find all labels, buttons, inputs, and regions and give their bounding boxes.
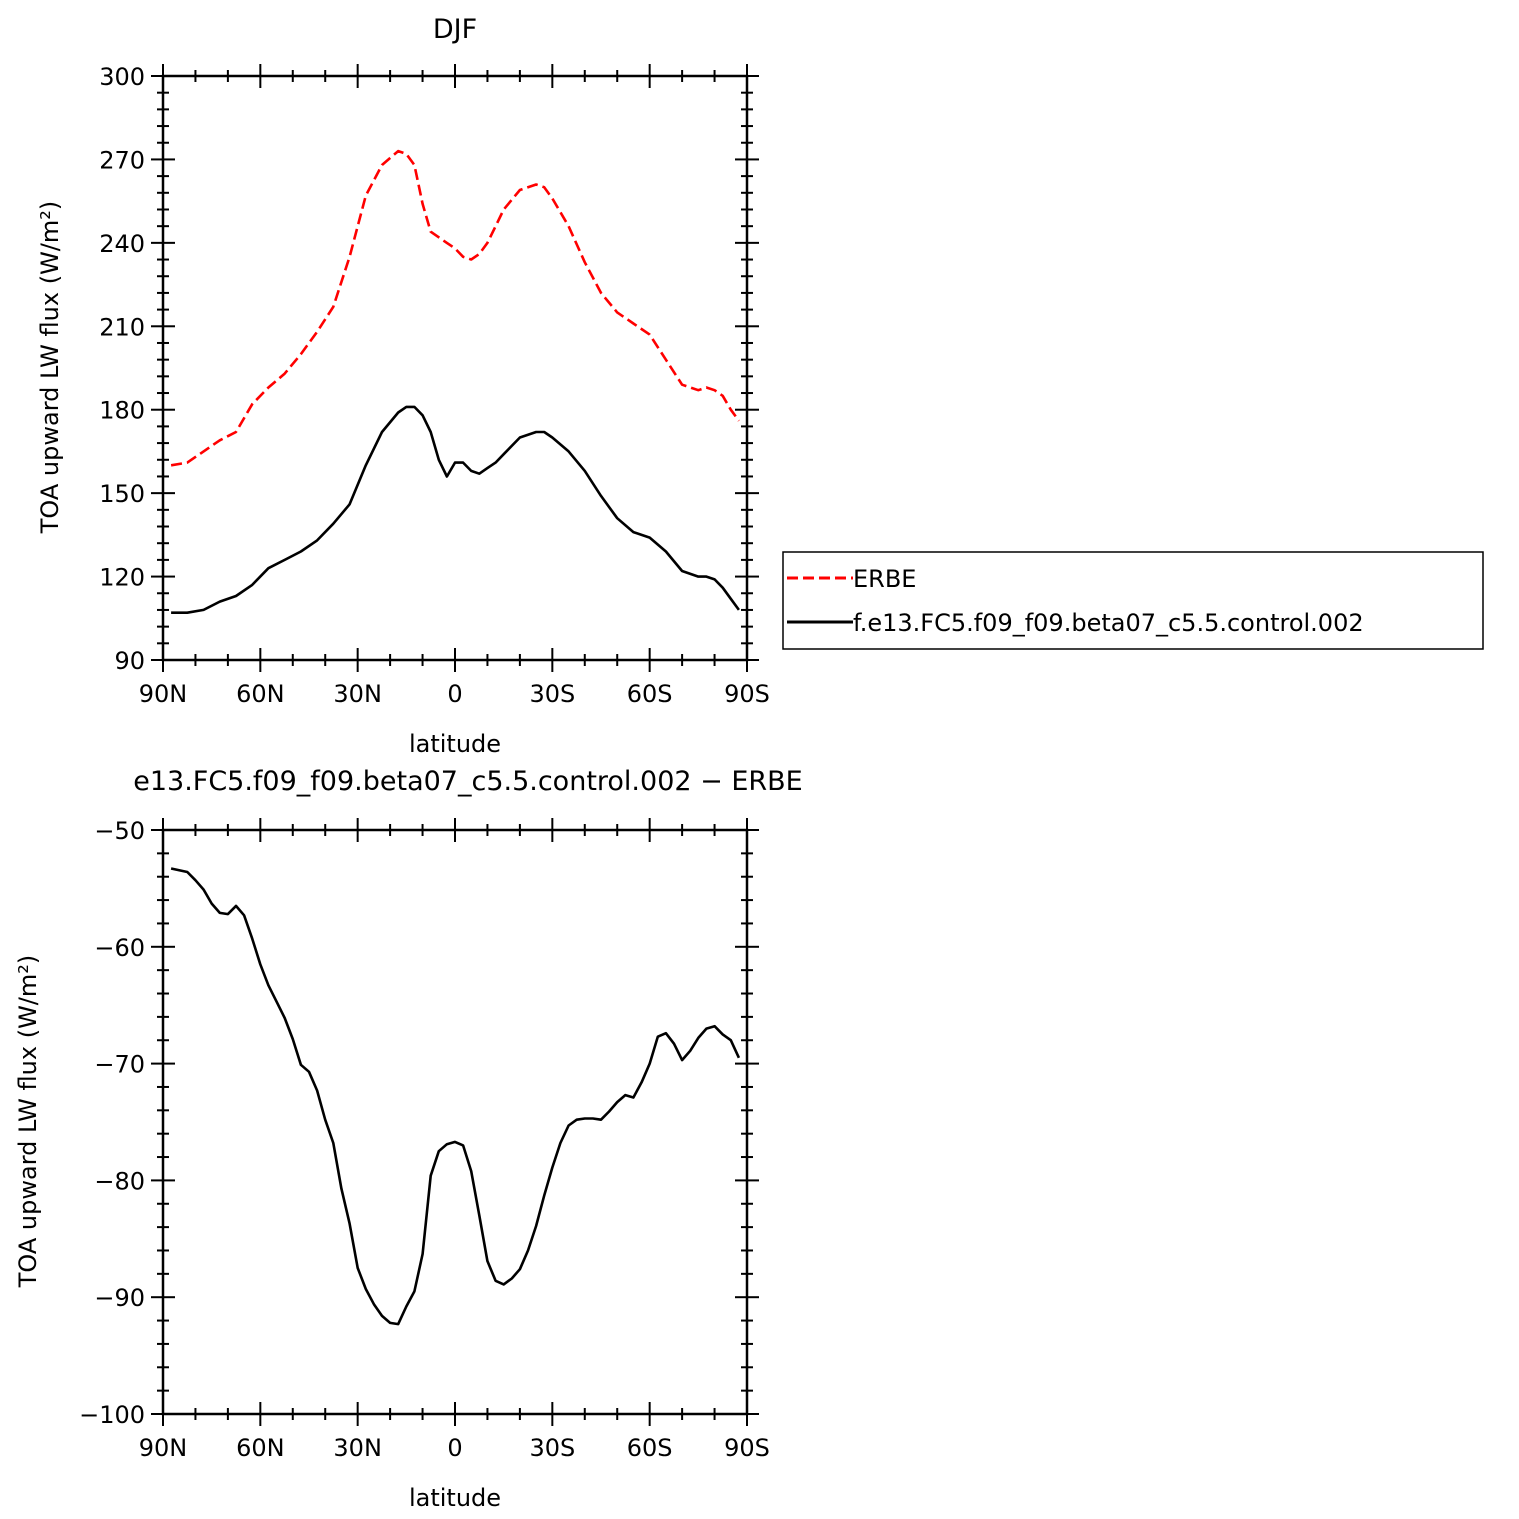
top-x-tick-label: 60N bbox=[236, 680, 285, 708]
bottom-x-tick-label: 30N bbox=[333, 1434, 382, 1462]
bottom-x-tick-label: 90S bbox=[724, 1434, 770, 1462]
top-plot-area: 90N 60N 30N 0 30S 60S 90S 300 270 240 210 180 150 120… bbox=[99, 63, 770, 708]
top-x-tick-label: 60S bbox=[627, 680, 673, 708]
top-y-tick-label: 90 bbox=[114, 647, 145, 675]
bottom-x-tick-label: 0 bbox=[447, 1434, 462, 1462]
bottom-x-tick-label: 60N bbox=[236, 1434, 285, 1462]
top-y-tick-label: 300 bbox=[99, 63, 145, 91]
top-x-tick-label: 90N bbox=[139, 680, 188, 708]
top-plot-frame bbox=[161, 74, 749, 662]
bottom-y-tick-label: −90 bbox=[94, 1284, 145, 1312]
legend-model-label: f.e13.FC5.f09_f09.beta07_c5.5.control.00… bbox=[853, 609, 1364, 637]
top-x-tick-label: 90S bbox=[724, 680, 770, 708]
top-y-tick-label: 210 bbox=[99, 313, 145, 341]
legend-box bbox=[782, 551, 1484, 650]
bottom-x-tick-label: 30S bbox=[529, 1434, 575, 1462]
bottom-plot-area: 90N 60N 30N 0 30S 60S 90S −50 −60 −70 −80 −90 −100 bbox=[79, 817, 770, 1462]
top-series-line-0 bbox=[170, 149, 740, 467]
top-x-tick-label: 30N bbox=[333, 680, 382, 708]
bottom-y-tick-label: −70 bbox=[94, 1051, 145, 1079]
bottom-x-axis-label: latitude bbox=[409, 1484, 501, 1512]
top-y-axis-label: TOA upward LW flux (W/m²) bbox=[36, 201, 64, 535]
legend-erbe-label: ERBE bbox=[853, 565, 916, 593]
legend: ERBE f.e13.FC5.f09_f09.beta07_c5.5.contr… bbox=[782, 551, 1484, 650]
top-x-axis-label: latitude bbox=[409, 730, 501, 758]
top-y-tick-label: 240 bbox=[99, 230, 145, 258]
top-chart-title: DJF bbox=[433, 14, 477, 45]
top-series-line-1 bbox=[171, 405, 740, 615]
top-y-tick-label: 150 bbox=[99, 480, 145, 508]
top-y-tick-label: 180 bbox=[99, 397, 145, 425]
bottom-y-tick-label: −80 bbox=[94, 1167, 145, 1195]
top-x-tick-label: 0 bbox=[447, 680, 462, 708]
top-y-tick-label: 270 bbox=[99, 146, 145, 174]
djf-flux-panel: DJF TOA upward LW flux (W/m²) 90N 60N 30N 0… bbox=[36, 14, 770, 758]
bottom-y-tick-label: −50 bbox=[94, 817, 145, 845]
top-x-tick-label: 30S bbox=[529, 680, 575, 708]
bottom-series-line-0 bbox=[170, 867, 741, 1326]
bottom-x-tick-label: 90N bbox=[139, 1434, 188, 1462]
bottom-y-tick-label: −60 bbox=[94, 934, 145, 962]
bottom-y-tick-label: −100 bbox=[79, 1401, 145, 1429]
bottom-chart-title: e13.FC5.f09_f09.beta07_c5.5.control.002 … bbox=[133, 766, 803, 797]
top-y-tick-label: 120 bbox=[99, 564, 145, 592]
difference-panel: e13.FC5.f09_f09.beta07_c5.5.control.002 … bbox=[14, 766, 803, 1512]
bottom-plot-frame bbox=[161, 828, 749, 1416]
bottom-x-tick-label: 60S bbox=[627, 1434, 673, 1462]
bottom-y-axis-label: TOA upward LW flux (W/m²) bbox=[14, 955, 42, 1289]
